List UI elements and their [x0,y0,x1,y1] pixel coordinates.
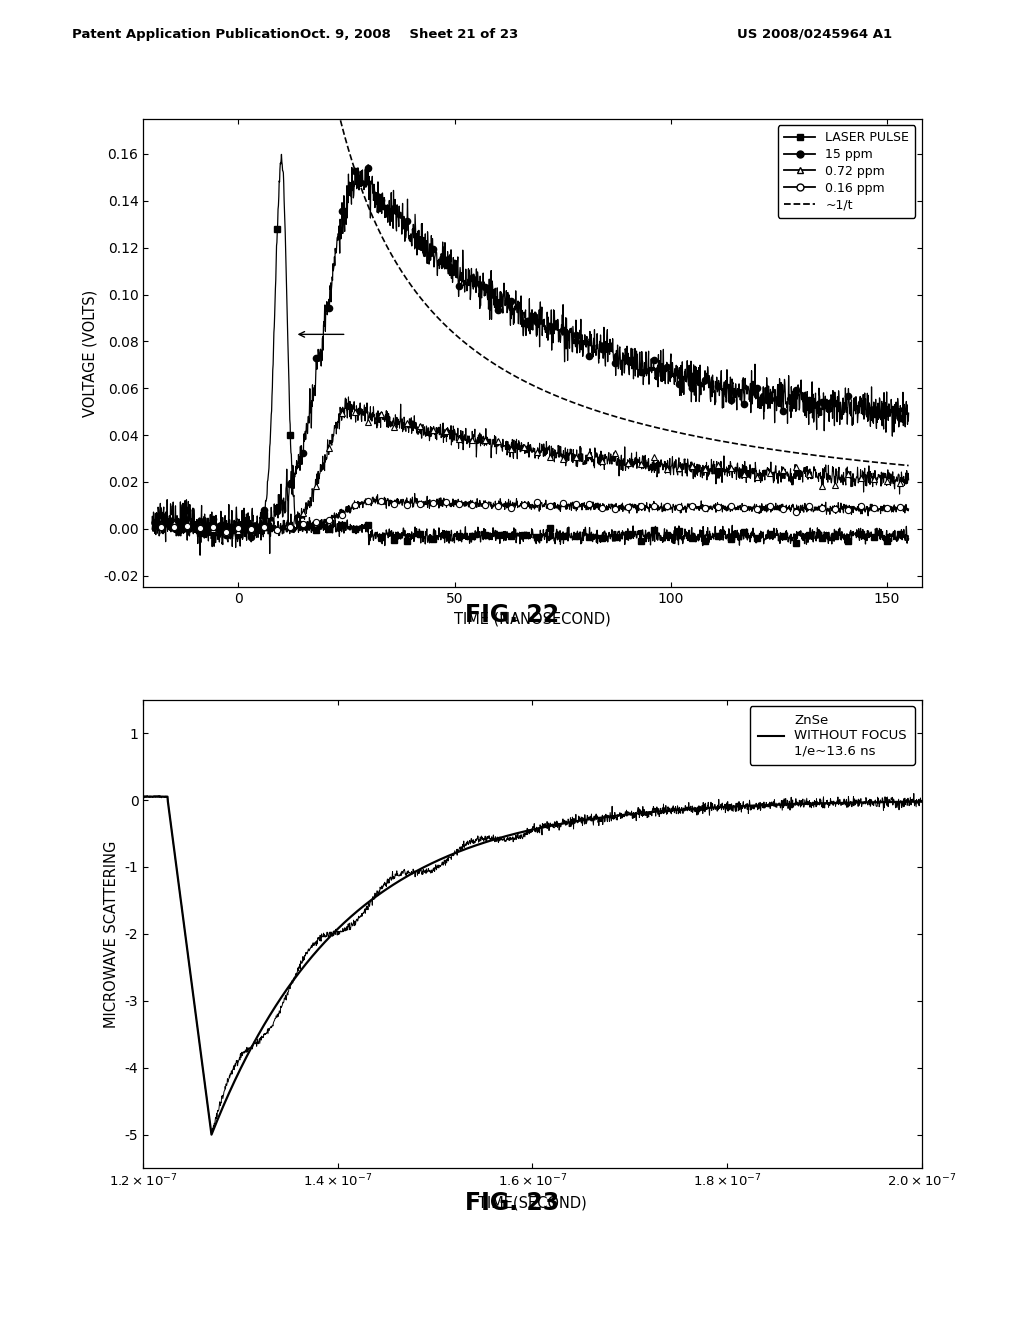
Legend: LASER PULSE, 15 ppm, 0.72 ppm, 0.16 ppm, ~1/t: LASER PULSE, 15 ppm, 0.72 ppm, 0.16 ppm,… [777,125,915,218]
Y-axis label: VOLTAGE (VOLTS): VOLTAGE (VOLTS) [83,289,97,417]
Text: FIG. 22: FIG. 22 [465,603,559,627]
X-axis label: TIME(SECOND): TIME(SECOND) [478,1195,587,1210]
Text: Patent Application Publication: Patent Application Publication [72,28,299,41]
Text: FIG. 23: FIG. 23 [465,1191,559,1214]
X-axis label: TIME (NANOSECOND): TIME (NANOSECOND) [454,611,611,627]
Text: US 2008/0245964 A1: US 2008/0245964 A1 [737,28,892,41]
Legend: ZnSe
WITHOUT FOCUS
1/e~13.6 ns: ZnSe WITHOUT FOCUS 1/e~13.6 ns [750,706,915,766]
Text: Oct. 9, 2008    Sheet 21 of 23: Oct. 9, 2008 Sheet 21 of 23 [300,28,519,41]
Y-axis label: MICROWAVE SCATTERING: MICROWAVE SCATTERING [104,841,119,1027]
